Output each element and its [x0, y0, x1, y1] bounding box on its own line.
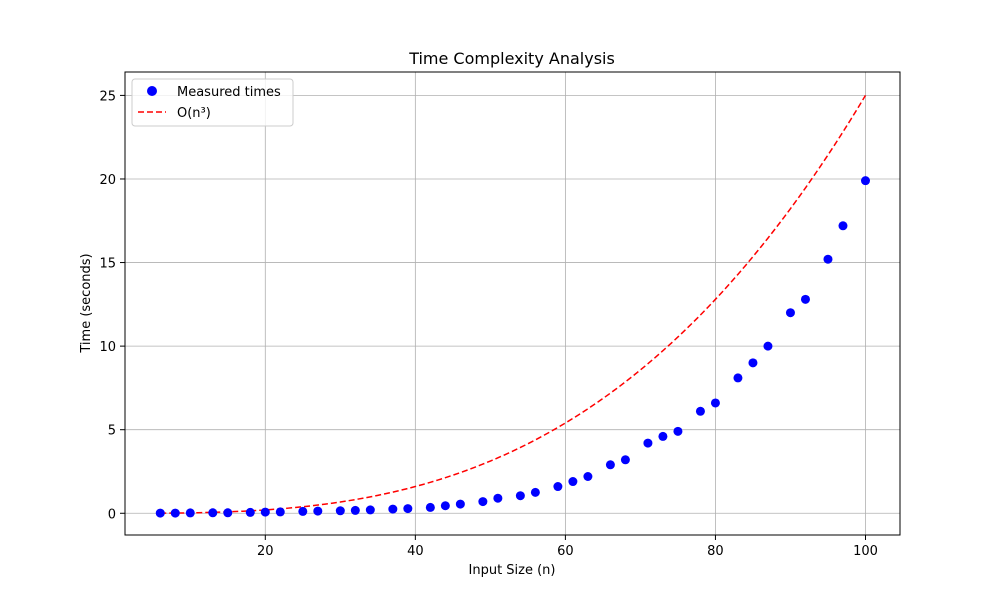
data-point: [335, 506, 345, 516]
data-point: [245, 507, 255, 517]
y-tick-label: 25: [99, 89, 116, 104]
legend-marker-measured: [147, 86, 157, 96]
data-point: [493, 493, 503, 503]
data-point: [155, 508, 165, 518]
data-point: [553, 482, 563, 492]
plot-content: [155, 95, 870, 518]
data-point: [763, 341, 773, 351]
data-point: [658, 431, 668, 441]
y-axis-label: Time (seconds): [79, 253, 94, 353]
x-tick-label: 100: [853, 544, 878, 559]
y-tick-label: 20: [99, 173, 116, 188]
data-point: [823, 254, 833, 264]
data-point: [673, 426, 683, 436]
data-point: [785, 308, 795, 318]
data-point: [298, 506, 308, 516]
chart-title: Time Complexity Analysis: [408, 49, 615, 68]
ticks: 20 40 60 80 100 0 5 10 15 20 25: [99, 89, 877, 559]
data-point: [260, 507, 270, 517]
data-point: [313, 506, 323, 516]
data-point: [350, 505, 360, 515]
y-tick-label: 5: [108, 424, 116, 439]
data-point: [800, 294, 810, 304]
x-tick-label: 60: [557, 544, 574, 559]
data-point: [733, 373, 743, 383]
legend-box: [131, 78, 294, 127]
plot-frame: [124, 71, 901, 536]
x-tick-label: 20: [257, 544, 274, 559]
data-point: [530, 487, 540, 497]
data-point: [860, 176, 870, 186]
data-point: [643, 438, 653, 448]
y-tick-label: 10: [99, 340, 116, 355]
x-axis-label: Input Size (n): [469, 563, 556, 578]
data-point: [515, 491, 525, 501]
legend: Measured times O(n³): [131, 78, 294, 127]
data-point: [710, 398, 720, 408]
y-tick-label: 0: [108, 507, 116, 522]
data-point: [388, 504, 398, 514]
data-point: [748, 358, 758, 368]
data-point: [440, 501, 450, 511]
data-point: [620, 455, 630, 465]
data-point: [208, 508, 218, 518]
data-point: [455, 499, 465, 509]
y-tick-label: 15: [99, 257, 116, 272]
data-point: [695, 406, 705, 416]
data-point: [605, 460, 615, 470]
data-point: [425, 502, 435, 512]
data-point: [583, 471, 593, 481]
x-tick-label: 80: [707, 544, 724, 559]
data-point: [838, 221, 848, 231]
data-point: [275, 507, 285, 517]
data-point: [478, 497, 488, 507]
data-point: [568, 477, 578, 487]
data-point: [185, 508, 195, 518]
data-point: [365, 505, 375, 515]
data-point: [403, 504, 413, 514]
data-point: [223, 508, 233, 518]
legend-label-measured: Measured times: [177, 85, 281, 100]
data-point: [170, 508, 180, 518]
grid: [125, 72, 900, 535]
legend-label-fit: O(n³): [177, 106, 211, 121]
x-tick-label: 40: [407, 544, 424, 559]
